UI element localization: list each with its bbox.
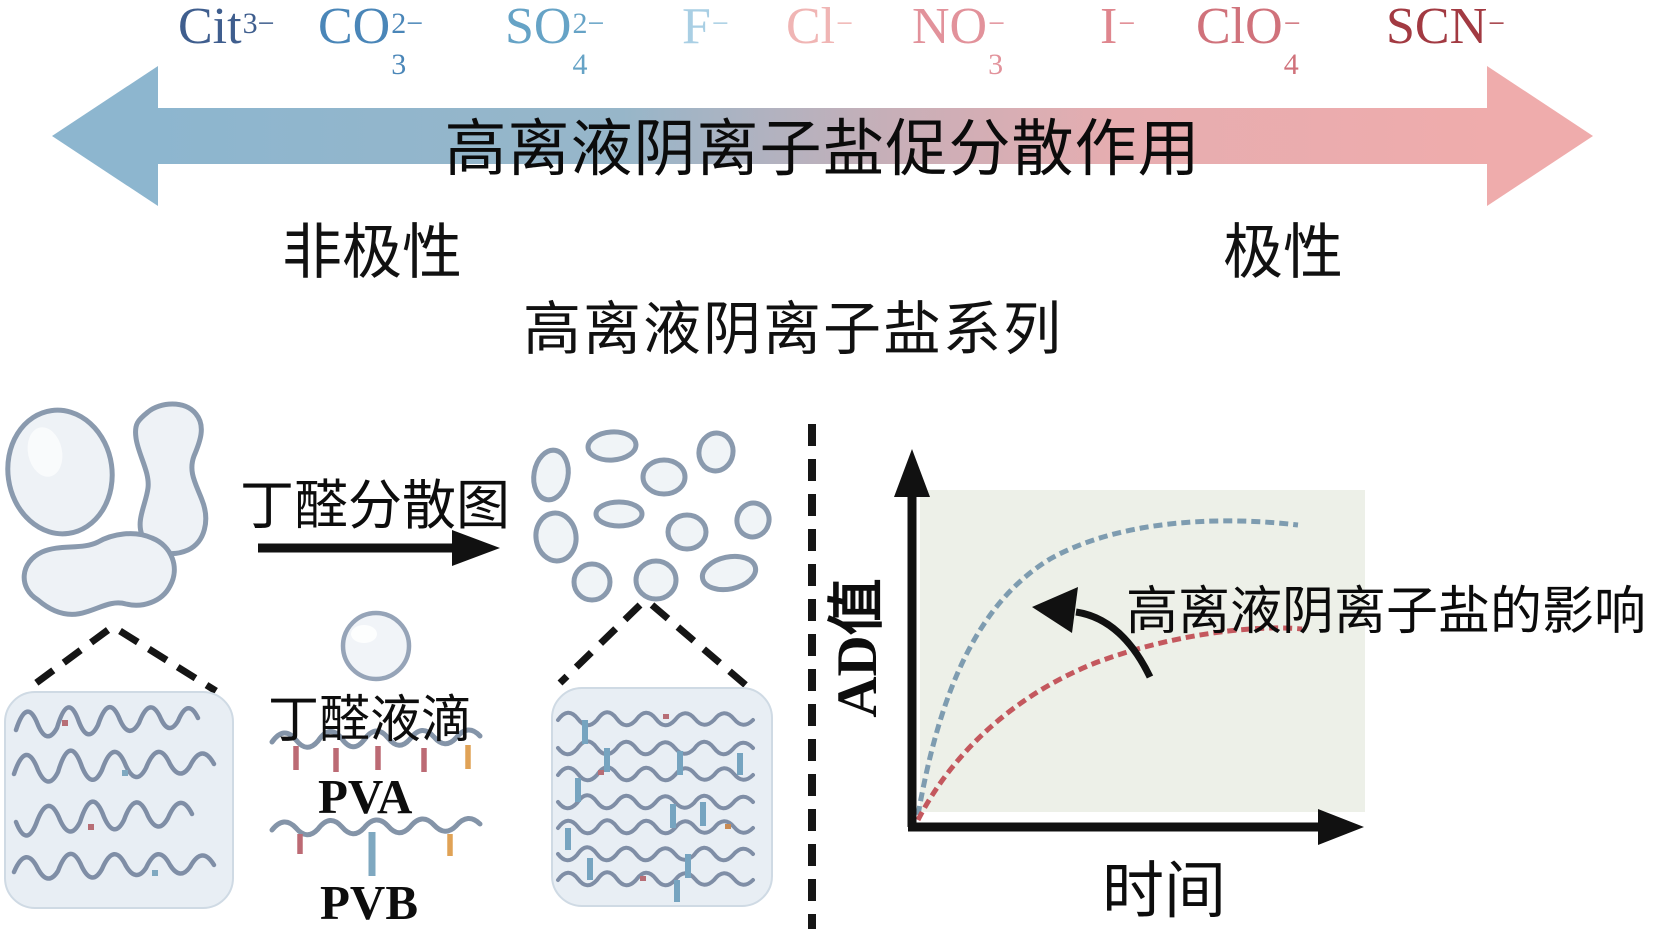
ion-label-carbonate: CO 2− 3 <box>318 0 424 81</box>
droplet-blob <box>734 500 772 540</box>
large-droplet-blobs <box>5 401 209 617</box>
droplet-blob <box>533 510 579 564</box>
polar-label: 极性 <box>1223 220 1343 286</box>
process-arrow-label: 丁醛分散图 <box>240 476 510 536</box>
droplet-blob <box>665 512 709 552</box>
polymer-panel-dispersed <box>551 687 773 907</box>
pvb-pendant-groups <box>297 832 453 876</box>
droplet-sphere <box>340 610 412 682</box>
y-axis-arrowhead-icon <box>894 449 930 497</box>
plot-area <box>920 490 1365 812</box>
annotation-arrow <box>1032 587 1154 679</box>
droplet-blob <box>633 558 679 602</box>
droplet-sphere-label: 丁醛液滴 <box>268 693 473 749</box>
pva-pendant-groups <box>293 745 471 772</box>
droplet-blob <box>593 499 645 529</box>
nonpolar-label: 非极性 <box>282 220 462 286</box>
x-axis <box>908 809 1364 845</box>
droplet-blob <box>133 401 209 556</box>
process-arrowhead-icon <box>452 530 500 566</box>
x-axis-arrowhead-icon <box>1318 809 1364 845</box>
pvb-pendant-rods <box>565 720 743 902</box>
droplet-blob <box>640 457 688 497</box>
zoom-callout-dashes-right <box>557 602 758 696</box>
hofmeister-gradient-arrow: 高离液阴离子盐促分散作用 <box>52 66 1593 206</box>
annotation-arrowhead-icon <box>1032 587 1078 633</box>
ion-label-nitrate: NO −3 <box>912 0 1006 81</box>
y-axis <box>894 449 930 827</box>
ion-label-perchlorate: ClO −4 <box>1196 0 1301 81</box>
divider-dashed-line <box>808 424 816 929</box>
sphere-highlight <box>351 625 377 643</box>
droplet-blob <box>531 447 571 503</box>
ion-label-sulfate: SO 2− 4 <box>505 0 605 81</box>
pvb-chain <box>269 816 483 876</box>
droplet-blob <box>699 553 759 593</box>
chain-specks <box>598 714 731 881</box>
polymer-panel-aggregated <box>4 691 234 909</box>
y-axis-title: AD值 <box>826 578 889 718</box>
ad-curve-fast <box>915 518 1299 816</box>
ion-label-chloride: Cl − <box>786 0 854 55</box>
pva-chain-label: PVA <box>318 769 413 824</box>
ion-label-fluoride: F − <box>682 0 729 55</box>
droplet-highlight <box>27 427 63 477</box>
chain-specks <box>62 720 158 876</box>
series-title: 高离液阴离子盐系列 <box>523 297 1064 362</box>
droplet-blob <box>21 531 177 617</box>
ion-label-citrate: Cit 3− <box>178 0 275 55</box>
ion-label-iodide: I − <box>1100 0 1136 55</box>
annotation-text: 高离液阴离子盐的影响 <box>1126 584 1647 641</box>
process-arrow <box>258 530 500 566</box>
droplet-blob <box>585 429 639 463</box>
ad-curve-slow <box>915 625 1303 822</box>
zoom-callout-dashes-left <box>25 627 218 694</box>
ion-label-thiocyanate: SCN − <box>1386 0 1506 55</box>
droplet-blob <box>5 407 115 537</box>
dispersion-scheme-illustration <box>4 401 773 909</box>
ad-vs-time-sketch-graph <box>894 449 1365 845</box>
droplet-blob <box>571 561 613 603</box>
droplet-blob <box>696 430 736 474</box>
dispersed-droplets <box>531 429 772 603</box>
extended-polymer-chains <box>556 710 755 888</box>
pva-chain <box>269 727 483 772</box>
coiled-polymer-chains <box>11 705 217 881</box>
pvb-chain-label: PVB <box>320 875 418 930</box>
arrow-title: 高离液阴离子盐促分散作用 <box>444 116 1201 184</box>
x-axis-title: 时间 <box>1102 858 1227 926</box>
arrow-gradient-body <box>156 108 1489 164</box>
